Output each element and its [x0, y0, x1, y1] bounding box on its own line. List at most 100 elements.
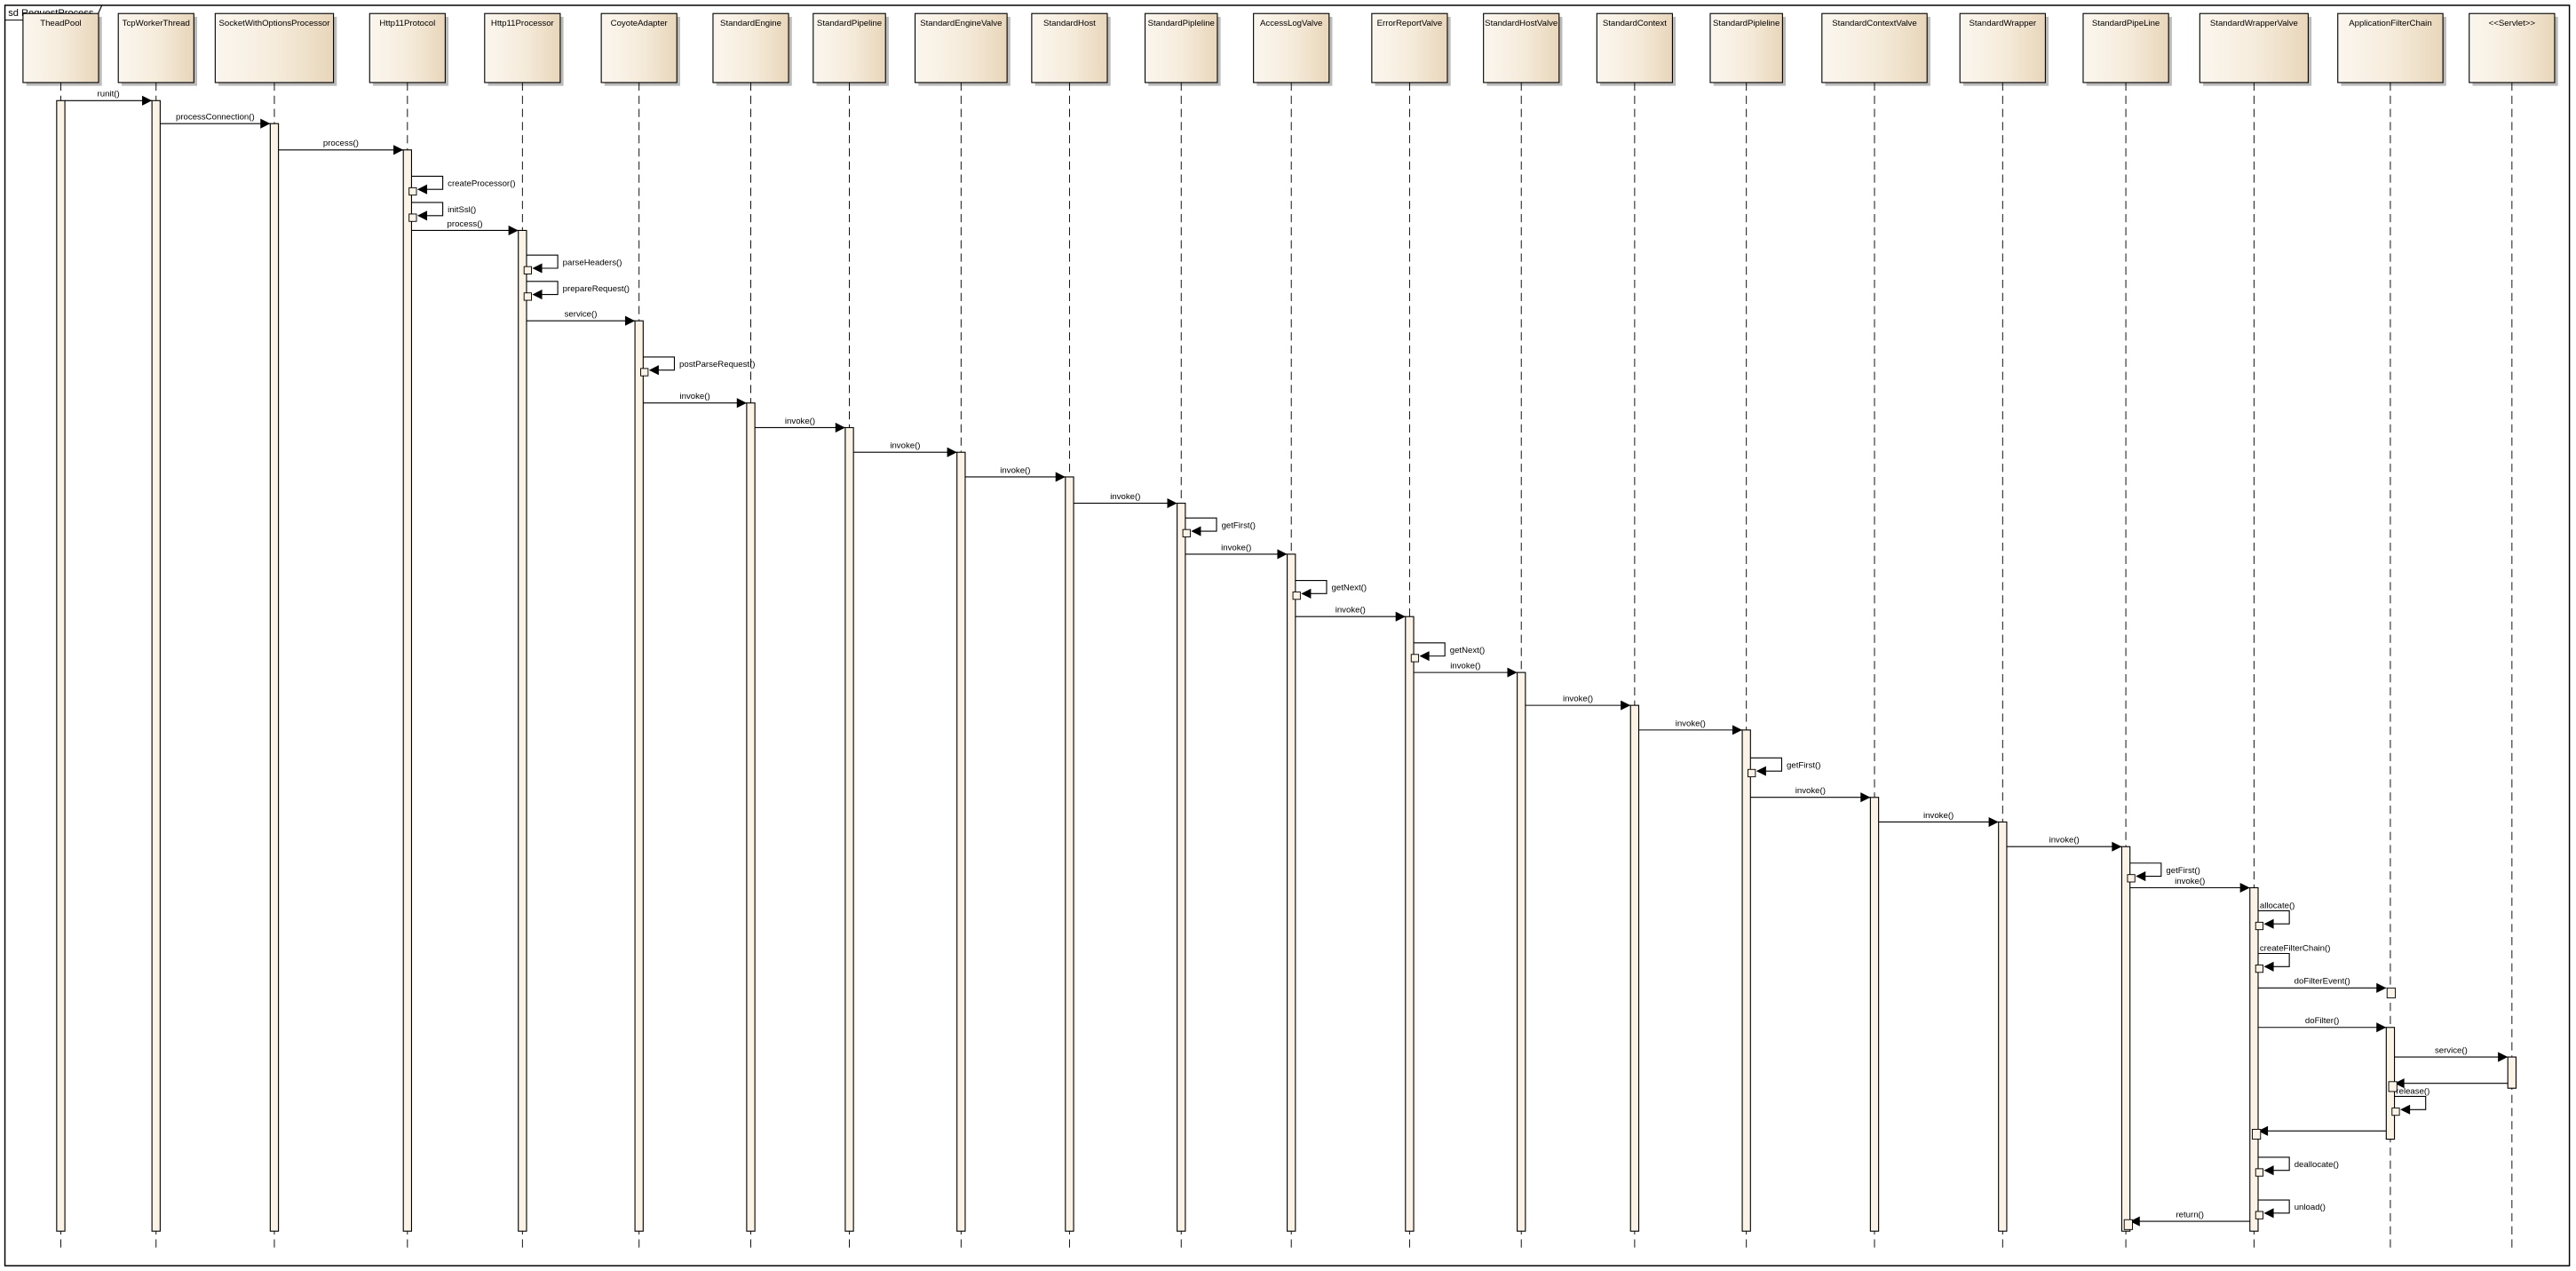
activation-box: [2255, 964, 2264, 973]
lifeline: StandardPipleline: [1709, 12, 1787, 1250]
arrowhead-icon: [2263, 961, 2274, 972]
participant-box: [812, 12, 886, 83]
activation-box: [2255, 921, 2264, 931]
message-line: [1185, 517, 1217, 532]
message: service(): [2394, 1045, 2509, 1062]
message-label: invoke(): [1450, 662, 1480, 671]
participant-name: Http11Protocol: [379, 19, 435, 28]
message: invoke(): [964, 465, 1066, 482]
message: invoke(): [2129, 877, 2250, 894]
message-label: invoke(): [1563, 695, 1593, 704]
activation-bar: [2507, 1056, 2517, 1089]
message-label: createFilterChain(): [2260, 944, 2331, 954]
message-line: [1295, 579, 1328, 594]
participant-box: [484, 12, 561, 83]
activation-bar: [402, 149, 413, 1232]
arrowhead-icon: [2394, 1078, 2405, 1089]
message: return(): [2123, 1210, 2250, 1230]
activation-bar: [634, 320, 644, 1232]
lifeline: ErrorReportValve: [1371, 12, 1451, 1250]
participant-box: [117, 12, 194, 83]
message: invoke(): [1525, 695, 1631, 711]
arrowhead-icon: [416, 184, 428, 195]
message: processConnection(): [160, 113, 271, 129]
message-label: doFilter(): [2305, 1016, 2339, 1026]
message-label: process(): [323, 139, 359, 148]
message: invoke(): [1750, 786, 1871, 803]
activation-bar: [2249, 886, 2259, 1232]
arrowhead-icon: [1621, 700, 1631, 711]
participant-box: [1483, 12, 1560, 83]
activation-box: [1410, 654, 1420, 663]
lifeline: TcpWorkerThread: [117, 12, 198, 1250]
arrowhead-icon: [2263, 1208, 2274, 1219]
arrowhead-icon: [416, 211, 428, 221]
participant-name: CoyoteAdapter: [611, 19, 669, 28]
participant-name: StandardHost: [1043, 19, 1096, 28]
message-label: invoke(): [1676, 719, 1706, 728]
message-label: process(): [448, 219, 483, 229]
activation-box: [2123, 1219, 2133, 1230]
message: runit(): [65, 90, 153, 106]
arrowhead-icon: [260, 118, 271, 129]
participant-box: [712, 12, 789, 83]
message-label: unload(): [2295, 1203, 2326, 1212]
activation-box: [523, 266, 532, 274]
message: invoke(): [1878, 811, 1999, 828]
message-label: processConnection(): [176, 113, 255, 123]
arrowhead-icon: [1419, 651, 1430, 662]
arrowhead-icon: [1860, 792, 1871, 803]
message: process(): [411, 219, 519, 235]
message-line: [411, 175, 444, 190]
message-line: [526, 281, 559, 296]
message-label: invoke(): [1110, 492, 1140, 502]
participant-name: StandardWrapper: [1969, 19, 2036, 28]
participant-box: [2337, 12, 2444, 83]
message: invoke(): [1295, 606, 1406, 622]
activation-box: [2255, 1211, 2264, 1219]
activation-box: [640, 368, 649, 377]
activation-bar: [1741, 729, 1751, 1232]
arrowhead-icon: [2263, 1165, 2274, 1176]
participant-name: StandardPipeline: [817, 19, 882, 28]
self-message: getNext(): [1410, 642, 1485, 663]
message-line: [411, 202, 444, 217]
self-message: prepareRequest(): [523, 281, 630, 301]
activation-box: [2391, 1107, 2400, 1116]
message-line: [1414, 642, 1446, 657]
message-label: getFirst(): [2166, 866, 2200, 876]
activation-bar: [518, 229, 527, 1232]
lifeline: StandardEngineValve: [914, 12, 1011, 1250]
arrowhead-icon: [648, 365, 659, 376]
message-label: createProcessor(): [448, 179, 515, 188]
arrowhead-icon: [2129, 1216, 2140, 1227]
participant-name: Http11Processor: [491, 19, 555, 28]
activation-bar: [1629, 704, 1640, 1232]
participant-name: SocketWithOptionsProcessor: [218, 19, 330, 28]
activation-bar: [269, 123, 280, 1232]
participant-box: [1709, 12, 1783, 83]
message-label: runit(): [98, 90, 120, 99]
arrowhead-icon: [1988, 816, 1999, 828]
arrowhead-icon: [2136, 870, 2146, 882]
participant-name: ApplicationFilterChain: [2349, 19, 2431, 28]
arrowhead-icon: [1756, 766, 1766, 776]
message-label: parseHeaders(): [563, 258, 622, 267]
arrowhead-icon: [1507, 667, 1518, 678]
message-line: [643, 356, 676, 371]
message-label: invoke(): [2175, 877, 2205, 886]
arrowhead-icon: [2112, 841, 2122, 852]
arrowhead-icon: [2258, 1125, 2269, 1136]
participant-box: [1371, 12, 1448, 83]
self-message: deallocate(): [2255, 1156, 2339, 1177]
activation-box: [2386, 987, 2396, 998]
activation-box: [2252, 1129, 2262, 1140]
participant-box: [214, 12, 335, 83]
participant-name: StandardPipleline: [1713, 19, 1779, 28]
message-label: invoke(): [890, 441, 920, 451]
participant-box: [2082, 12, 2169, 83]
activation-bar: [844, 426, 854, 1232]
message-label: getNext(): [1332, 584, 1367, 593]
message-label: doFilterEvent(): [2295, 977, 2350, 987]
participant-name: StandardWrapperValve: [2210, 19, 2298, 28]
